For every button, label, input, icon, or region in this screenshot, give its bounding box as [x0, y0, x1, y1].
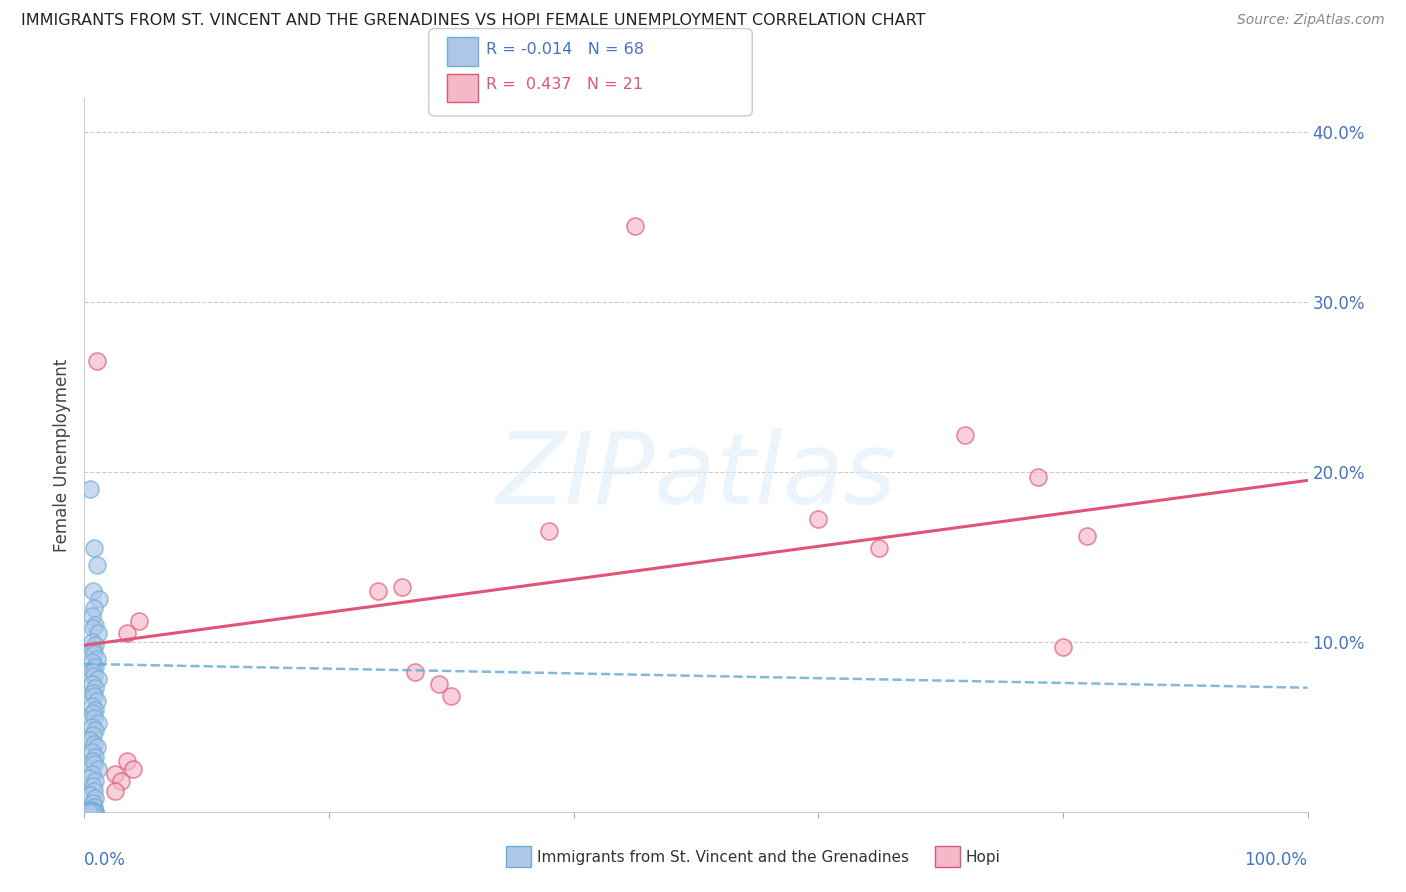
Point — [84, 805, 107, 819]
Point — [82, 643, 104, 657]
Point — [869, 541, 891, 556]
Point — [83, 799, 105, 814]
Point — [79, 482, 101, 496]
Point — [440, 689, 463, 703]
Point — [128, 615, 150, 629]
Point — [104, 784, 127, 798]
Text: R = -0.014   N = 68: R = -0.014 N = 68 — [486, 43, 644, 57]
Y-axis label: Female Unemployment: Female Unemployment — [53, 359, 72, 551]
Point — [80, 635, 103, 649]
Text: 0.0%: 0.0% — [84, 851, 127, 869]
Point — [82, 805, 104, 819]
Point — [82, 805, 104, 819]
Point — [83, 757, 105, 772]
Point — [83, 600, 105, 615]
Point — [84, 660, 107, 674]
Point — [80, 655, 103, 669]
Point — [77, 771, 100, 785]
Point — [82, 779, 104, 793]
Point — [84, 723, 107, 738]
Text: IMMIGRANTS FROM ST. VINCENT AND THE GRENADINES VS HOPI FEMALE UNEMPLOYMENT CORRE: IMMIGRANTS FROM ST. VINCENT AND THE GREN… — [21, 13, 925, 29]
Point — [84, 774, 107, 789]
Point — [84, 791, 107, 805]
Point — [83, 784, 105, 798]
Point — [953, 427, 976, 442]
Point — [84, 805, 107, 819]
Point — [104, 767, 127, 781]
Point — [404, 665, 426, 680]
Text: 100.0%: 100.0% — [1244, 851, 1308, 869]
Point — [80, 699, 103, 714]
Point — [83, 737, 105, 751]
Point — [82, 706, 104, 721]
Text: Immigrants from St. Vincent and the Grenadines: Immigrants from St. Vincent and the Gren… — [537, 850, 910, 865]
Point — [84, 681, 107, 695]
Point — [82, 583, 104, 598]
Point — [1076, 529, 1098, 543]
Point — [80, 805, 103, 819]
Point — [80, 767, 103, 781]
Point — [83, 805, 105, 819]
Text: Source: ZipAtlas.com: Source: ZipAtlas.com — [1237, 13, 1385, 28]
Point — [87, 672, 110, 686]
Point — [80, 720, 103, 734]
Text: R =  0.437   N = 21: R = 0.437 N = 21 — [486, 77, 644, 92]
Point — [83, 541, 105, 556]
Point — [80, 677, 103, 691]
Point — [84, 617, 107, 632]
Point — [86, 694, 108, 708]
Point — [82, 805, 104, 819]
Point — [79, 733, 101, 747]
Point — [86, 740, 108, 755]
Point — [391, 581, 413, 595]
Point — [82, 621, 104, 635]
Point — [77, 803, 100, 817]
Point — [84, 703, 107, 717]
Point — [79, 805, 101, 819]
Point — [77, 805, 100, 819]
Point — [77, 805, 100, 819]
Point — [86, 354, 108, 368]
Point — [115, 754, 138, 768]
Point — [82, 796, 104, 810]
Point — [82, 665, 104, 680]
Point — [83, 647, 105, 661]
Point — [538, 524, 561, 539]
Point — [84, 638, 107, 652]
Point — [86, 652, 108, 666]
Text: ZIPatlas: ZIPatlas — [496, 428, 896, 524]
Point — [79, 805, 101, 819]
Point — [427, 677, 450, 691]
Point — [80, 805, 103, 819]
Point — [83, 711, 105, 725]
Point — [624, 219, 647, 233]
Point — [86, 558, 108, 573]
Point — [82, 754, 104, 768]
Point — [79, 788, 101, 802]
Point — [87, 626, 110, 640]
Point — [122, 762, 145, 776]
Point — [80, 745, 103, 759]
Point — [83, 805, 105, 819]
Point — [1052, 640, 1074, 654]
Point — [87, 762, 110, 776]
Point — [82, 686, 104, 700]
Point — [87, 716, 110, 731]
Point — [77, 805, 100, 819]
Point — [82, 728, 104, 742]
Point — [110, 774, 132, 789]
Point — [367, 583, 389, 598]
Point — [1028, 470, 1050, 484]
Text: Hopi: Hopi — [966, 850, 1001, 865]
Point — [115, 626, 138, 640]
Point — [80, 609, 103, 624]
Point — [83, 689, 105, 703]
Point — [80, 803, 103, 817]
Point — [87, 592, 110, 607]
Point — [84, 750, 107, 764]
Point — [83, 669, 105, 683]
Point — [80, 805, 103, 819]
Point — [79, 805, 101, 819]
Point — [807, 512, 830, 526]
